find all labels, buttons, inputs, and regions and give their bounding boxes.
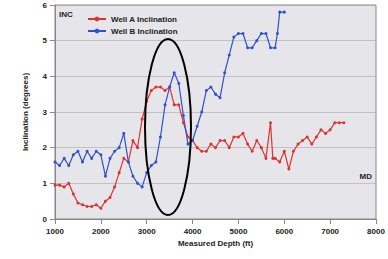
svg-text:INC: INC (59, 10, 73, 19)
svg-text:7000: 7000 (321, 227, 339, 236)
svg-text:Measured Depth (ft): Measured Depth (ft) (178, 239, 253, 248)
svg-text:2000: 2000 (92, 227, 110, 236)
svg-text:1000: 1000 (46, 227, 64, 236)
svg-text:4000: 4000 (184, 227, 202, 236)
svg-text:4: 4 (43, 72, 48, 81)
svg-text:Inclination (degrees): Inclination (degrees) (21, 73, 30, 152)
svg-text:3000: 3000 (138, 227, 156, 236)
svg-text:Well B Inclination: Well B Inclination (111, 27, 178, 36)
svg-text:Well A Inclination: Well A Inclination (111, 15, 177, 24)
svg-text:3: 3 (43, 108, 48, 117)
svg-text:0: 0 (43, 215, 48, 224)
svg-text:5: 5 (43, 36, 48, 45)
svg-text:8000: 8000 (367, 227, 385, 236)
svg-text:MD: MD (360, 172, 373, 181)
svg-text:6000: 6000 (275, 227, 293, 236)
svg-text:6: 6 (43, 1, 48, 10)
svg-text:1: 1 (43, 179, 48, 188)
svg-text:2: 2 (43, 143, 48, 152)
svg-text:5000: 5000 (230, 227, 248, 236)
